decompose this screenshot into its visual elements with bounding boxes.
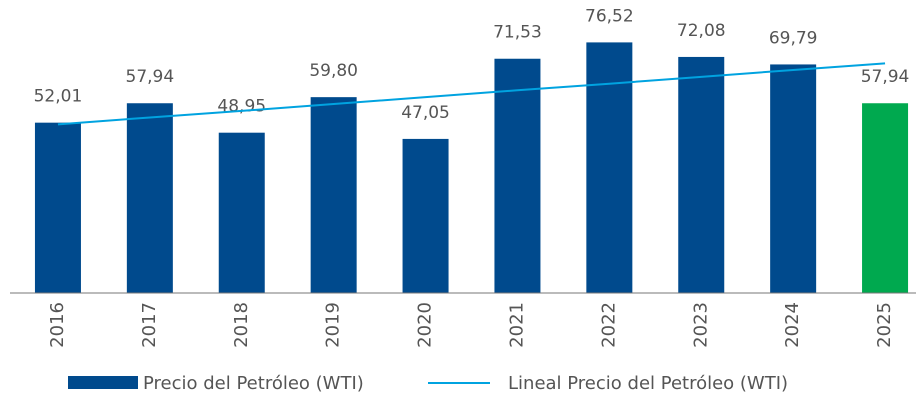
bar (586, 42, 633, 293)
x-tick-label: 2019 (323, 302, 344, 348)
data-label: 52,01 (34, 87, 83, 107)
x-tick-label: 2016 (47, 302, 68, 348)
data-label: 76,52 (585, 6, 634, 26)
bar (34, 122, 81, 293)
data-label: 69,79 (769, 28, 818, 48)
bar (770, 64, 817, 294)
bar (310, 97, 357, 293)
x-tick-label: 2017 (139, 302, 160, 348)
bar (218, 132, 265, 293)
data-label: 72,08 (677, 21, 726, 41)
data-label: 48,95 (217, 97, 266, 117)
trend-line (57, 62, 886, 126)
x-tick-label: 2024 (782, 302, 803, 348)
data-label: 57,94 (126, 67, 175, 87)
data-label: 59,80 (309, 61, 358, 81)
data-label: 71,53 (493, 23, 542, 43)
bar (494, 58, 541, 293)
x-tick-label: 2018 (231, 302, 252, 348)
legend-label: Precio del Petróleo (WTI) (143, 373, 364, 394)
x-tick-label: 2023 (690, 302, 711, 348)
x-tick-label: 2021 (506, 302, 527, 348)
bar (678, 56, 725, 293)
x-tick-label: 2020 (415, 302, 436, 348)
data-label: 47,05 (401, 103, 450, 123)
x-tick-label: 2025 (874, 302, 895, 348)
legend-swatch (68, 376, 138, 389)
bar (126, 103, 173, 294)
data-label: 57,94 (861, 67, 910, 87)
legend-label: Lineal Precio del Petróleo (WTI) (508, 373, 788, 394)
bar (402, 138, 449, 293)
x-tick-label: 2022 (598, 302, 619, 348)
bar (862, 103, 909, 294)
